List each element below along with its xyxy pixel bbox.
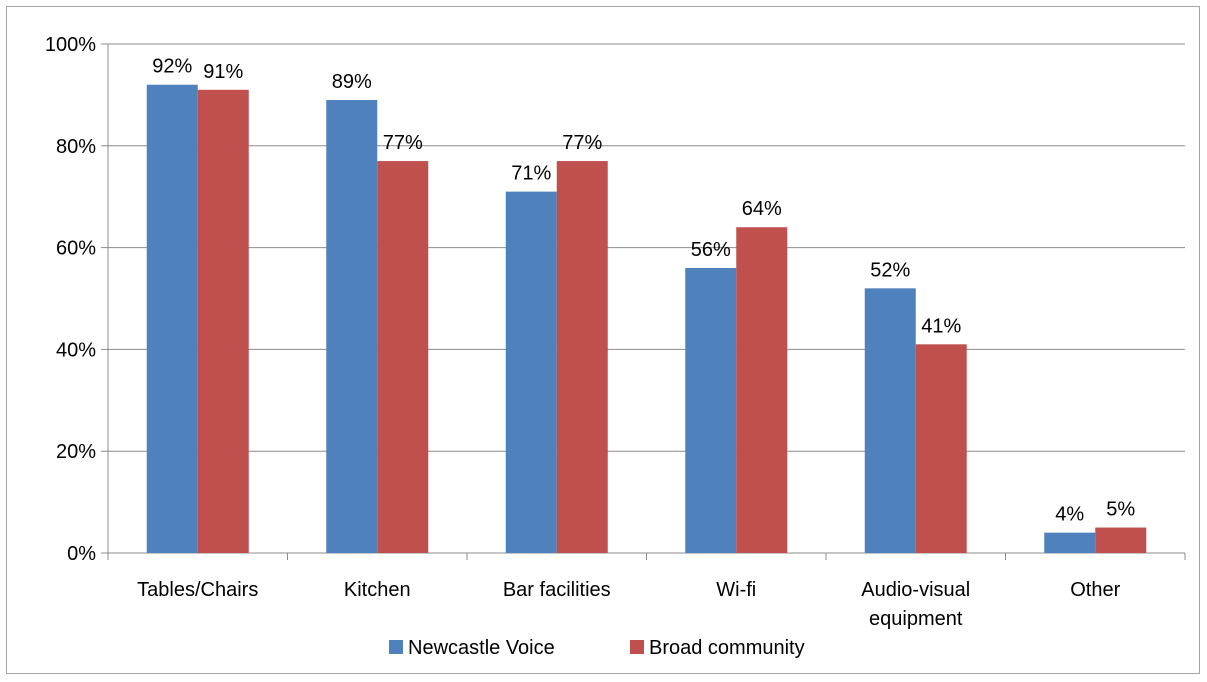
y-tick-label: 20% (56, 441, 96, 463)
x-category-label: equipment (869, 608, 963, 630)
bar (377, 161, 429, 553)
bar (146, 84, 198, 553)
x-category-label: Other (1070, 579, 1120, 601)
data-label: 52% (870, 259, 910, 281)
y-tick-label: 40% (56, 339, 96, 361)
y-tick-label: 100% (45, 34, 96, 56)
data-label: 64% (742, 198, 782, 220)
x-category-label: Wi-fi (716, 579, 756, 601)
bar (685, 267, 737, 553)
x-category-label: Tables/Chairs (137, 579, 258, 601)
data-label: 77% (562, 132, 602, 154)
x-category-label: Bar facilities (503, 579, 611, 601)
bar (864, 288, 916, 553)
data-label: 77% (383, 132, 423, 154)
bar (505, 191, 557, 554)
y-tick-label: 60% (56, 238, 96, 260)
bar (1095, 527, 1147, 553)
y-tick-label: 80% (56, 136, 96, 158)
legend-label: Broad community (649, 637, 805, 659)
data-label: 56% (691, 239, 731, 261)
data-label: 91% (203, 61, 243, 83)
data-label: 5% (1106, 499, 1135, 521)
bar (197, 89, 249, 553)
data-label: 4% (1055, 504, 1084, 526)
bar (326, 99, 378, 554)
bar (915, 344, 967, 553)
x-category-label: Audio-visual (861, 579, 970, 601)
legend-swatch (389, 640, 403, 654)
data-label: 92% (152, 56, 192, 78)
y-tick-label: 0% (67, 543, 96, 565)
data-label: 89% (332, 71, 372, 93)
bar (736, 227, 788, 554)
bar (1044, 532, 1096, 553)
bar (556, 161, 608, 553)
legend-swatch (630, 640, 644, 654)
legend-label: Newcastle Voice (408, 637, 555, 659)
data-label: 71% (511, 163, 551, 185)
data-label: 41% (921, 315, 961, 337)
x-category-label: Kitchen (344, 579, 411, 601)
